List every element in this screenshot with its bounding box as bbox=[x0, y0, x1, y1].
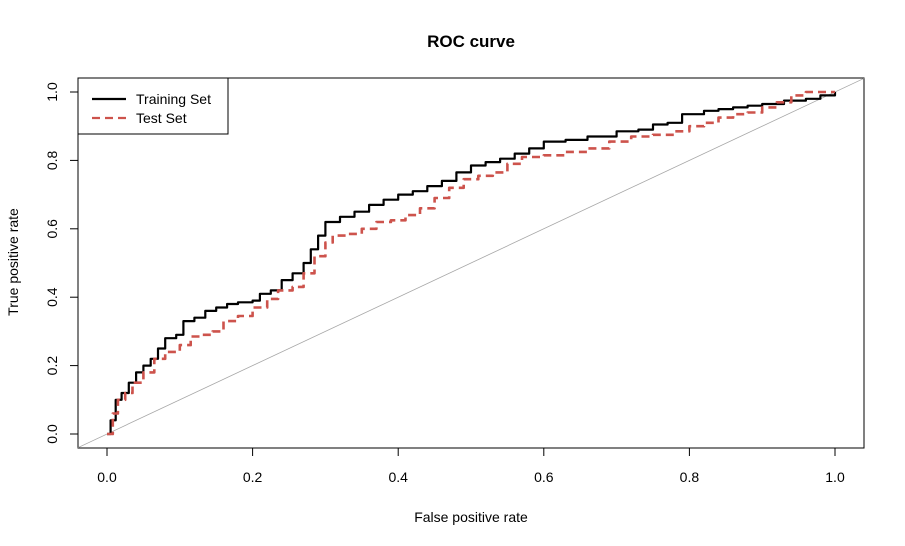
series-line-test-set bbox=[107, 90, 835, 436]
y-tick-label: 1.0 bbox=[44, 82, 60, 102]
legend-label-test-set: Test Set bbox=[136, 110, 187, 126]
chart-title: ROC curve bbox=[427, 32, 515, 51]
x-tick-label: 0.6 bbox=[534, 469, 554, 485]
plot-area bbox=[77, 77, 865, 449]
x-axis: 0.0 0.2 0.4 0.6 0.8 1.0 bbox=[97, 447, 845, 485]
x-axis-title: False positive rate bbox=[414, 509, 528, 525]
y-tick-label: 0.4 bbox=[44, 287, 60, 307]
y-axis-title: True positive rate bbox=[5, 208, 21, 316]
legend-box bbox=[77, 77, 229, 135]
legend-label-training-set: Training Set bbox=[136, 91, 211, 107]
x-tick-label: 0.2 bbox=[243, 469, 263, 485]
y-tick-label: 0.0 bbox=[44, 424, 60, 444]
x-tick-label: 0.0 bbox=[97, 469, 117, 485]
legend: Training Set Test Set bbox=[77, 77, 229, 135]
x-tick-label: 0.4 bbox=[388, 469, 408, 485]
x-tick-label: 0.8 bbox=[680, 469, 700, 485]
y-axis: 0.0 0.2 0.4 0.6 0.8 1.0 bbox=[44, 82, 79, 444]
reference-diagonal-line bbox=[77, 77, 865, 449]
series-line-training-set bbox=[107, 92, 837, 436]
y-tick-label: 0.8 bbox=[44, 150, 60, 170]
x-tick-label: 1.0 bbox=[825, 469, 845, 485]
y-tick-label: 0.2 bbox=[44, 356, 60, 376]
y-tick-label: 0.6 bbox=[44, 219, 60, 239]
